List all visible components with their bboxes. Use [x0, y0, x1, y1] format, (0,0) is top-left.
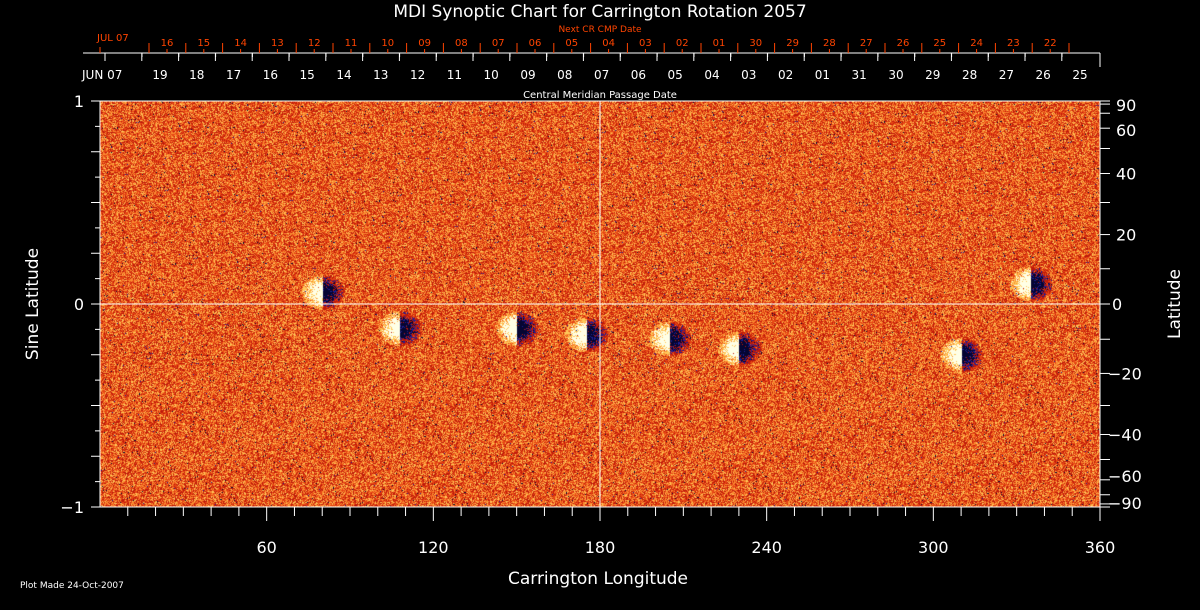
- top-date-label: 11: [447, 68, 462, 82]
- next-date-label: 04: [602, 38, 615, 49]
- y-left-tick-label: 1: [74, 92, 84, 111]
- next-date-label: 12: [308, 38, 321, 49]
- top-date-label: 27: [999, 68, 1014, 82]
- top-date-label: 15: [300, 68, 315, 82]
- x-tick-label: 120: [418, 538, 449, 557]
- next-date-label: 29: [786, 38, 799, 49]
- top-date-label: 25: [1072, 68, 1087, 82]
- top-date-label: 14: [336, 68, 351, 82]
- top-date-label: 30: [888, 68, 903, 82]
- top-date-label: 31: [852, 68, 867, 82]
- top-date-label: 26: [1036, 68, 1051, 82]
- top-date-label: 07: [594, 68, 609, 82]
- next-date-label: 03: [639, 38, 652, 49]
- top-date-label: 01: [815, 68, 830, 82]
- y-right-tick-label: 90: [1116, 96, 1136, 115]
- next-date-label: 24: [970, 38, 983, 49]
- top-date-label: 09: [520, 68, 535, 82]
- top-date-label: 16: [263, 68, 278, 82]
- next-date-label: 09: [418, 38, 431, 49]
- next-date-label: 06: [529, 38, 542, 49]
- chart-title: MDI Synoptic Chart for Carrington Rotati…: [393, 2, 806, 22]
- top-date-label: 29: [925, 68, 940, 82]
- next-date-label: 13: [271, 38, 284, 49]
- y-right-tick-label: −40: [1108, 425, 1142, 444]
- next-date-label: 22: [1044, 38, 1057, 49]
- y-left-tick-label: 0: [74, 295, 84, 314]
- top-date-label: 08: [557, 68, 572, 82]
- top-date-label: 04: [704, 68, 719, 82]
- top-date-label: 02: [778, 68, 793, 82]
- next-date-label: 26: [897, 38, 910, 49]
- top-date-label: 18: [189, 68, 204, 82]
- top-date-label: 13: [373, 68, 388, 82]
- next-date-label: 02: [676, 38, 689, 49]
- next-date-label: 11: [345, 38, 358, 49]
- y-axis-left-label: Sine Latitude: [23, 248, 43, 360]
- top-date-label: 19: [152, 68, 167, 82]
- y-right-tick-label: 20: [1116, 226, 1136, 245]
- next-axis-label: Next CR CMP Date: [558, 25, 642, 35]
- y-right-tick-label: −20: [1108, 364, 1142, 383]
- top-date-label: 28: [962, 68, 977, 82]
- top-date-label: 12: [410, 68, 425, 82]
- top-date-label: 03: [741, 68, 756, 82]
- top-date-label: 10: [484, 68, 499, 82]
- next-axis-start-label: JUL 07: [96, 33, 129, 44]
- next-date-label: 23: [1007, 38, 1020, 49]
- x-tick-label: 360: [1085, 538, 1116, 557]
- y-right-tick-label: −90: [1108, 494, 1142, 513]
- next-date-label: 10: [381, 38, 394, 49]
- top-date-label: 05: [668, 68, 683, 82]
- plot-made-footer: Plot Made 24-Oct-2007: [20, 581, 124, 591]
- next-date-label: 14: [234, 38, 247, 49]
- top-date-label: 06: [631, 68, 646, 82]
- next-date-label: 15: [197, 38, 210, 49]
- next-date-label: 05: [565, 38, 578, 49]
- next-date-label: 01: [713, 38, 726, 49]
- x-tick-label: 300: [918, 538, 949, 557]
- next-date-label: 28: [823, 38, 836, 49]
- x-axis-label: Carrington Longitude: [508, 569, 688, 589]
- y-right-tick-label: 60: [1116, 121, 1136, 140]
- x-tick-label: 240: [751, 538, 782, 557]
- next-date-label: 25: [933, 38, 946, 49]
- x-tick-label: 60: [256, 538, 276, 557]
- top-axis-start-label: JUN 07: [81, 68, 122, 82]
- top-date-label: 17: [226, 68, 241, 82]
- next-date-label: 08: [455, 38, 468, 49]
- next-date-label: 30: [749, 38, 762, 49]
- y-right-tick-label: 0: [1112, 295, 1122, 314]
- next-date-label: 16: [161, 38, 174, 49]
- y-left-tick-label: −1: [60, 498, 84, 517]
- next-date-label: 27: [860, 38, 873, 49]
- y-right-tick-label: −60: [1108, 467, 1142, 486]
- top-axis-label: Central Meridian Passage Date: [523, 90, 677, 101]
- y-right-tick-label: 40: [1116, 165, 1136, 184]
- y-axis-right-label: Latitude: [1165, 269, 1185, 339]
- next-date-label: 07: [492, 38, 505, 49]
- x-tick-label: 180: [585, 538, 616, 557]
